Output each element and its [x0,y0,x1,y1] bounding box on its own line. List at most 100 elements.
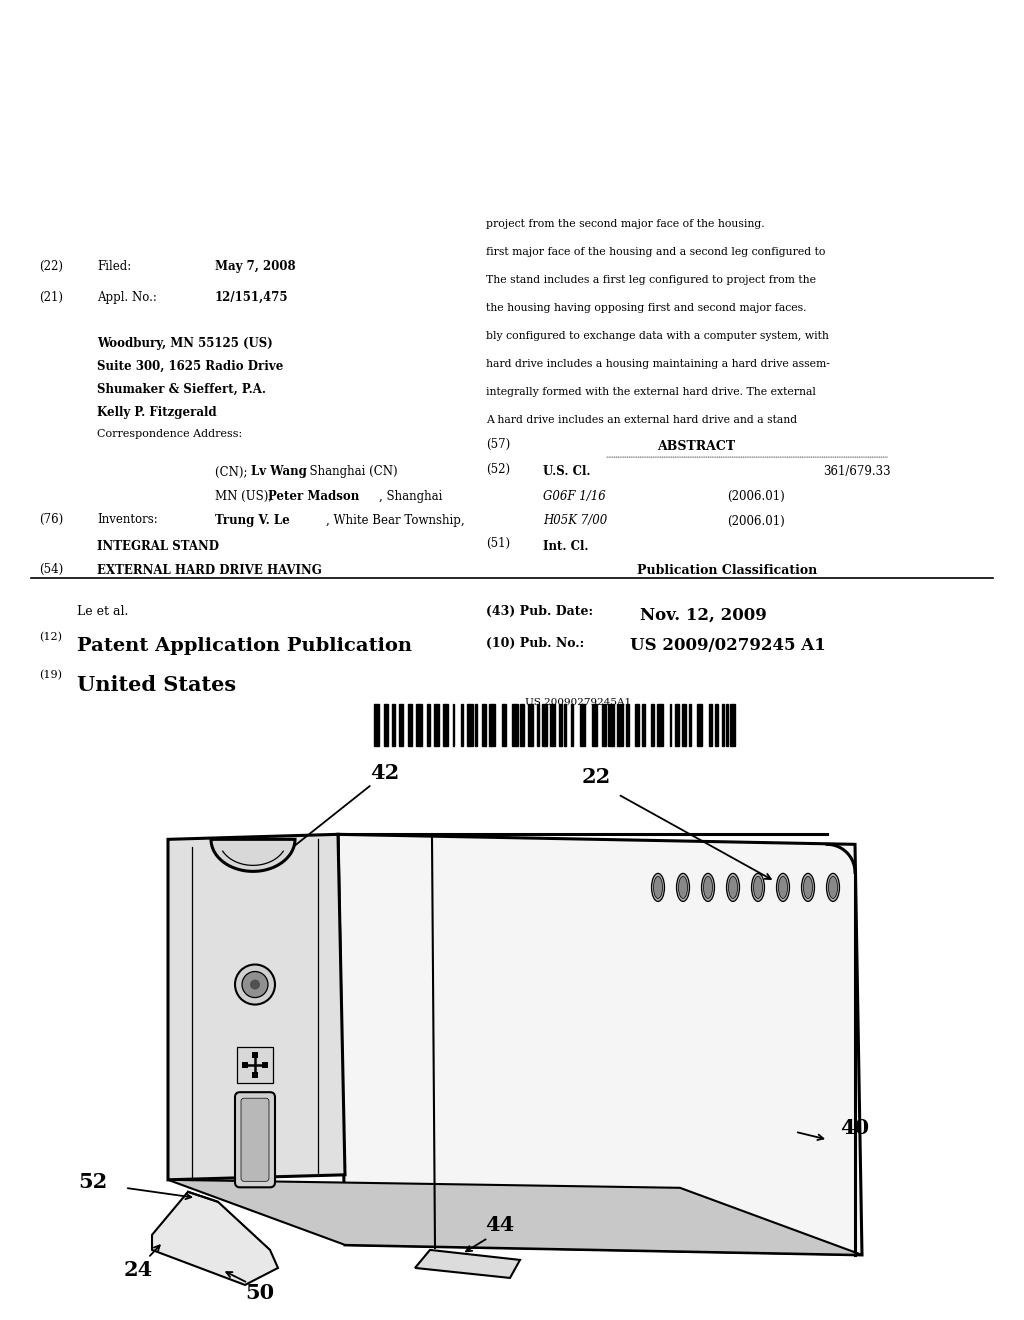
Text: Appl. No.:: Appl. No.: [97,290,157,304]
Bar [550,705,555,747]
Bar [670,705,672,747]
Text: (43) Pub. Date:: (43) Pub. Date: [486,605,594,618]
Ellipse shape [802,874,814,902]
Text: U.S. Cl.: U.S. Cl. [543,465,590,478]
Text: Lv Wang: Lv Wang [251,466,307,478]
Text: Inventors:: Inventors: [97,513,158,525]
Bar [512,705,518,747]
Text: 40: 40 [840,1118,869,1138]
Bar [408,705,412,747]
Text: INTEGRAL STAND: INTEGRAL STAND [97,540,219,553]
Bar [453,705,455,747]
Circle shape [234,965,275,1005]
Text: Peter Madson: Peter Madson [268,490,359,503]
Text: (51): (51) [486,537,511,550]
Text: project from the second major face of the housing.: project from the second major face of th… [486,219,765,230]
Bar [570,705,573,747]
Text: 44: 44 [485,1214,515,1236]
Text: 50: 50 [246,1283,274,1303]
Ellipse shape [701,874,715,902]
Bar [564,705,566,747]
Bar [722,705,724,747]
Text: 24: 24 [123,1259,153,1280]
Bar [682,705,685,747]
Bar [627,705,629,747]
Text: ABSTRACT: ABSTRACT [657,441,735,453]
Text: integrally formed with the external hard drive. The external: integrally formed with the external hard… [486,387,816,397]
Text: Patent Application Publication: Patent Application Publication [77,638,412,655]
Text: (22): (22) [39,260,62,273]
Text: Int. Cl.: Int. Cl. [543,540,588,553]
Polygon shape [152,1192,278,1284]
Text: Shumaker & Sieffert, P.A.: Shumaker & Sieffert, P.A. [97,383,266,396]
Bar [392,705,395,747]
Text: , White Bear Township,: , White Bear Township, [326,515,464,528]
Text: A hard drive includes an external hard drive and a stand: A hard drive includes an external hard d… [486,414,798,425]
Bar [592,705,597,747]
Bar [416,705,422,747]
Bar [262,1061,268,1068]
Bar [726,705,728,747]
Bar [475,705,477,747]
Polygon shape [168,834,345,1180]
FancyBboxPatch shape [234,1092,275,1187]
Text: Nov. 12, 2009: Nov. 12, 2009 [640,606,767,623]
Ellipse shape [703,876,713,899]
Bar [467,705,473,747]
Text: MN (US);: MN (US); [215,490,276,503]
Text: EXTERNAL HARD DRIVE HAVING: EXTERNAL HARD DRIVE HAVING [97,564,322,577]
Polygon shape [338,834,862,1255]
Bar [442,705,449,747]
Text: (2006.01): (2006.01) [727,515,784,528]
Bar [489,705,495,747]
Bar [502,705,506,747]
Text: US 2009/0279245 A1: US 2009/0279245 A1 [630,638,825,653]
Bar [602,705,606,747]
Text: 52: 52 [79,1172,108,1192]
Text: the housing having opposing first and second major faces.: the housing having opposing first and se… [486,304,807,313]
Text: (19): (19) [39,671,61,680]
Ellipse shape [828,876,838,899]
Ellipse shape [728,876,737,899]
Bar [242,1061,248,1068]
Polygon shape [415,1250,520,1278]
Bar [252,1072,258,1077]
Text: (10) Pub. No.:: (10) Pub. No.: [486,638,585,649]
Text: Filed:: Filed: [97,260,131,273]
Ellipse shape [677,874,689,902]
Text: (CN);: (CN); [215,466,251,478]
Bar [528,705,532,747]
Ellipse shape [651,874,665,902]
Bar [252,1052,258,1057]
Text: (12): (12) [39,632,61,642]
Bar [384,705,388,747]
Ellipse shape [826,874,840,902]
Polygon shape [168,1180,862,1255]
Bar [542,705,547,747]
Bar [482,705,486,747]
Bar [636,705,639,747]
Text: Kelly P. Fitzgerald: Kelly P. Fitzgerald [97,405,217,418]
Bar [657,705,663,747]
Text: bly configured to exchange data with a computer system, with: bly configured to exchange data with a c… [486,331,829,341]
Bar [651,705,654,747]
Text: United States: United States [77,676,236,696]
Bar [559,705,561,747]
Text: The stand includes a first leg configured to project from the: The stand includes a first leg configure… [486,276,816,285]
Ellipse shape [679,876,687,899]
Bar [642,705,645,747]
Ellipse shape [754,876,763,899]
Text: Woodbury, MN 55125 (US): Woodbury, MN 55125 (US) [97,337,273,350]
Text: (52): (52) [486,463,511,477]
Polygon shape [211,840,295,871]
Bar [689,705,690,747]
Text: (54): (54) [39,562,63,576]
Text: (2006.01): (2006.01) [727,490,784,503]
Ellipse shape [653,876,663,899]
Ellipse shape [752,874,765,902]
Text: US 20090279245A1: US 20090279245A1 [525,698,632,708]
Bar [237,1047,273,1082]
Circle shape [242,972,268,998]
Bar [520,705,524,747]
Text: hard drive includes a housing maintaining a hard drive assem-: hard drive includes a housing maintainin… [486,359,830,370]
